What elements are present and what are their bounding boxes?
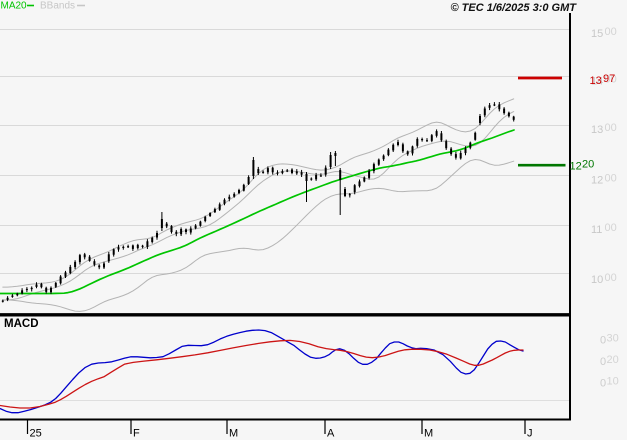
svg-text:0: 0: [600, 335, 606, 347]
svg-text:M: M: [229, 428, 238, 440]
svg-text:0: 0: [600, 378, 606, 390]
svg-text:12: 12: [591, 175, 603, 187]
svg-text:MACD: MACD: [4, 318, 39, 330]
svg-text:13: 13: [591, 124, 603, 136]
svg-text:00: 00: [605, 222, 617, 234]
svg-text:F: F: [133, 428, 140, 440]
svg-text:30: 30: [607, 333, 619, 345]
svg-text:J: J: [527, 428, 533, 440]
svg-text:00: 00: [605, 26, 617, 38]
svg-text:25: 25: [30, 428, 42, 440]
svg-text:13: 13: [590, 75, 602, 87]
svg-text:14: 14: [591, 76, 603, 88]
svg-text:15: 15: [591, 28, 603, 40]
svg-text:00: 00: [605, 74, 617, 86]
svg-text:10: 10: [591, 274, 603, 286]
svg-text:12: 12: [570, 161, 582, 173]
svg-text:00: 00: [605, 122, 617, 134]
svg-text:0: 0: [600, 356, 606, 368]
svg-text:BBands: BBands: [40, 1, 75, 12]
svg-text:M: M: [424, 428, 433, 440]
svg-text:© TEC 1/6/2025 3:0 GMT: © TEC 1/6/2025 3:0 GMT: [451, 2, 578, 14]
svg-text:MA20: MA20: [1, 1, 28, 12]
svg-text:97: 97: [603, 73, 615, 85]
svg-text:A: A: [327, 428, 335, 440]
svg-text:00: 00: [605, 272, 617, 284]
svg-text:00: 00: [605, 173, 617, 185]
svg-text:20: 20: [582, 159, 594, 171]
svg-text:20: 20: [607, 354, 619, 366]
svg-text:11: 11: [591, 224, 602, 236]
svg-text:10: 10: [607, 376, 619, 388]
